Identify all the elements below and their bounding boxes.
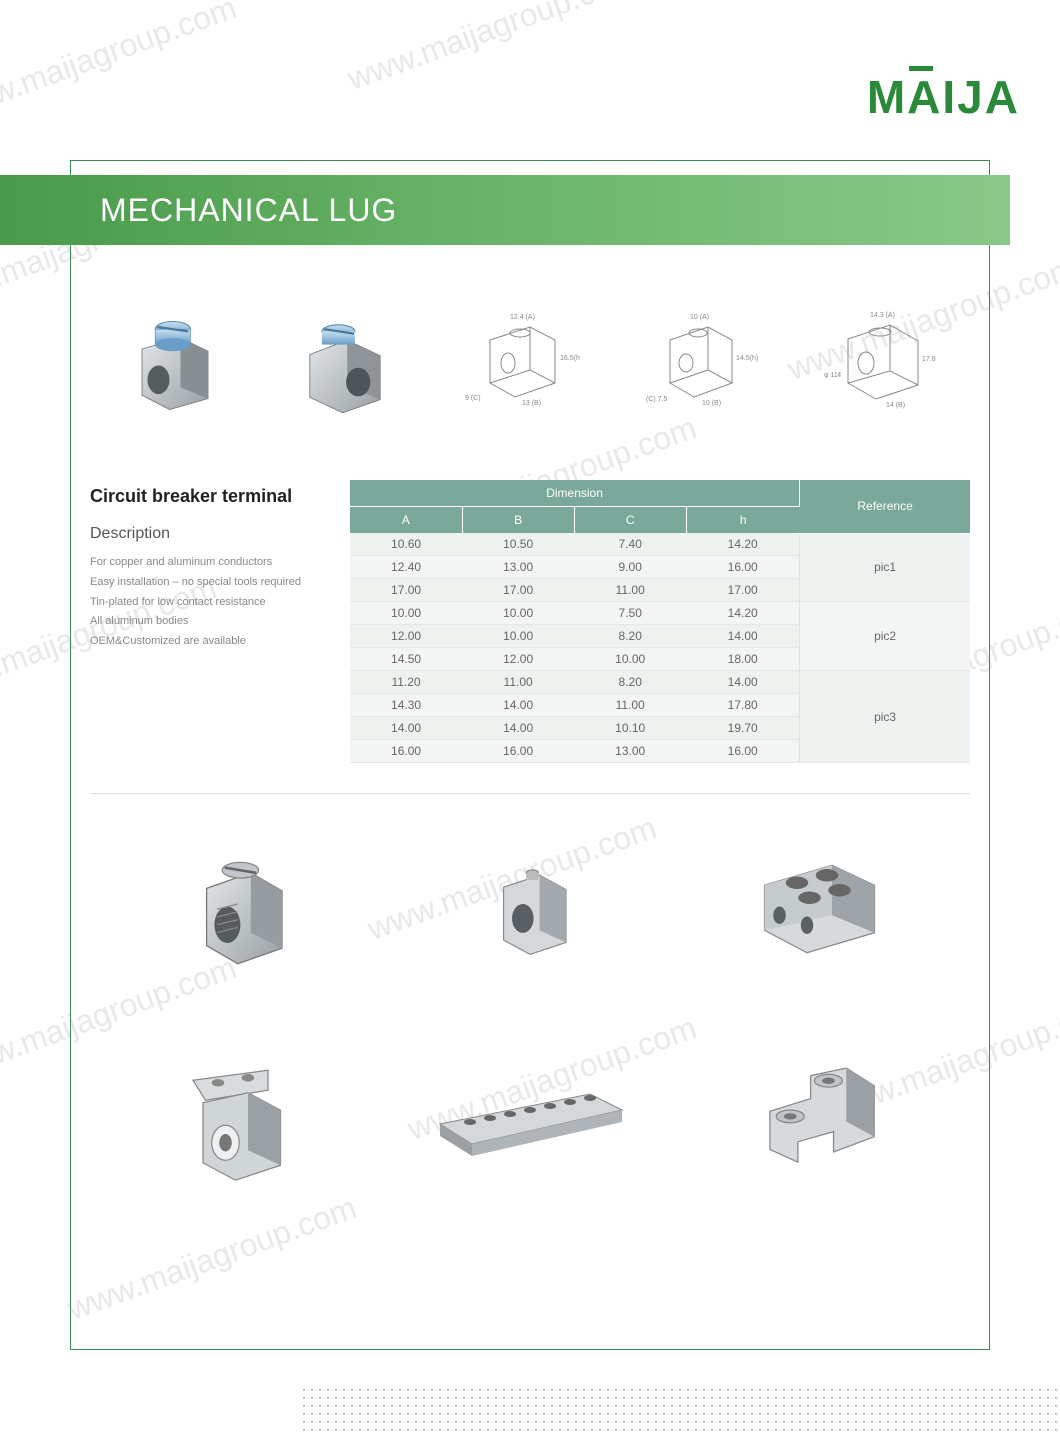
watermark-text: www.maijagroup.com (0, 0, 241, 128)
table-cell: 14.00 (462, 717, 574, 740)
table-cell: 8.20 (574, 625, 686, 648)
mid-section: Circuit breaker terminal Description For… (90, 480, 970, 763)
svg-text:9 (C): 9 (C) (465, 395, 481, 402)
product-lug-strip-multi (407, 1044, 654, 1204)
top-image-row: 12.4 (A) 16.5(h) 13 (B) 9 (C) 10 (A) 14.… (90, 280, 970, 440)
svg-text:10 (B): 10 (B) (702, 400, 721, 407)
table-cell: 17.00 (686, 579, 799, 602)
description-line: OEM&Customized are available (90, 632, 330, 652)
page-title: MECHANICAL LUG (100, 192, 397, 229)
table-cell: 14.00 (686, 625, 799, 648)
watermark-text: www.maijagroup.com (343, 0, 641, 98)
table-header-ref: Reference (800, 480, 970, 533)
description-label: Description (90, 525, 330, 543)
table-cell: 16.00 (350, 740, 462, 763)
table-cell: 14.20 (686, 602, 799, 625)
description-line: All aluminum bodies (90, 612, 330, 632)
table-body: 10.6010.507.4014.20pic112.4013.009.0016.… (350, 533, 970, 763)
table-cell: 18.00 (686, 648, 799, 671)
svg-text:13 (B): 13 (B) (522, 400, 541, 407)
table-cell: 14.00 (350, 717, 462, 740)
table-cell: 19.70 (686, 717, 799, 740)
table-cell: 16.00 (686, 740, 799, 763)
lug-diagram-3: 14.3 (A) 17.8 14 (B) φ 11¢ (820, 305, 940, 415)
table-cell: 10.10 (574, 717, 686, 740)
content-area: 12.4 (A) 16.5(h) 13 (B) 9 (C) 10 (A) 14.… (90, 280, 970, 1204)
product-lug-small-post (407, 824, 654, 984)
brand-logo: MAIJA (867, 70, 1020, 124)
table-cell: 14.50 (350, 648, 462, 671)
description-line: For copper and aluminum conductors (90, 553, 330, 573)
table-ref-cell: pic3 (800, 671, 970, 763)
lug-photo-2 (290, 305, 400, 415)
table-cell: 12.40 (350, 556, 462, 579)
table-cell: 17.00 (350, 579, 462, 602)
table-cell: 14.20 (686, 533, 799, 556)
section-heading: Circuit breaker terminal (90, 486, 330, 507)
table-cell: 14.00 (686, 671, 799, 694)
table-cell: 10.00 (462, 602, 574, 625)
product-lug-block-4hole (693, 824, 940, 984)
table-cell: 7.50 (574, 602, 686, 625)
table-cell: 13.00 (574, 740, 686, 763)
description-column: Circuit breaker terminal Description For… (90, 480, 330, 763)
svg-text:14.3 (A): 14.3 (A) (870, 312, 895, 319)
table-cell: 10.00 (350, 602, 462, 625)
table-cell: 11.00 (462, 671, 574, 694)
product-lug-single-screw (120, 824, 367, 984)
table-cell: 11.00 (574, 579, 686, 602)
svg-text:16.5(h): 16.5(h) (560, 355, 580, 362)
table-cell: 11.20 (350, 671, 462, 694)
svg-text:φ 11¢: φ 11¢ (824, 372, 842, 379)
table-row: 10.0010.007.5014.20pic2 (350, 602, 970, 625)
lug-photo-1 (120, 305, 230, 415)
table-cell: 10.60 (350, 533, 462, 556)
footer-dot-pattern (300, 1386, 1060, 1436)
svg-text:12.4 (A): 12.4 (A) (510, 314, 535, 321)
product-lug-angle-bracket (120, 1044, 367, 1204)
section-divider (90, 793, 970, 794)
table-cell: 10.50 (462, 533, 574, 556)
table-row: 10.6010.507.4014.20pic1 (350, 533, 970, 556)
svg-text:(C) 7.5: (C) 7.5 (646, 396, 668, 403)
table-cell: 12.00 (462, 648, 574, 671)
table-row: 11.2011.008.2014.00pic3 (350, 671, 970, 694)
table-cell: 12.00 (350, 625, 462, 648)
table-cell: 17.00 (462, 579, 574, 602)
table-cell: 10.00 (462, 625, 574, 648)
table-cell: 17.80 (686, 694, 799, 717)
table-cell: 11.00 (574, 694, 686, 717)
table-cell: 14.00 (462, 694, 574, 717)
svg-text:17.8: 17.8 (922, 356, 936, 363)
lug-diagram-2: 10 (A) 14.5(h) 10 (B) (C) 7.5 (640, 305, 760, 415)
table-header-group: Dimension (350, 480, 800, 507)
svg-text:14.5(h): 14.5(h) (736, 355, 758, 362)
table-cell: 8.20 (574, 671, 686, 694)
product-grid (90, 824, 970, 1204)
description-line: Tin-plated for low contact resistance (90, 593, 330, 613)
dimension-table: Dimension Reference A B C h 10.6010.507.… (350, 480, 970, 763)
table-cell: 14.30 (350, 694, 462, 717)
product-lug-dual-step (693, 1044, 940, 1204)
table-ref-cell: pic2 (800, 602, 970, 671)
table-col-b: B (462, 507, 574, 534)
description-line: Easy installation – no special tools req… (90, 573, 330, 593)
table-col-c: C (574, 507, 686, 534)
table-col-h: h (686, 507, 799, 534)
svg-text:10 (A): 10 (A) (690, 314, 709, 321)
table-cell: 16.00 (686, 556, 799, 579)
table-col-a: A (350, 507, 462, 534)
lug-diagram-1: 12.4 (A) 16.5(h) 13 (B) 9 (C) (460, 305, 580, 415)
table-cell: 10.00 (574, 648, 686, 671)
table-ref-cell: pic1 (800, 533, 970, 602)
table-cell: 9.00 (574, 556, 686, 579)
table-cell: 13.00 (462, 556, 574, 579)
svg-text:14 (B): 14 (B) (886, 402, 905, 409)
table-cell: 16.00 (462, 740, 574, 763)
table-cell: 7.40 (574, 533, 686, 556)
dimension-table-wrapper: Dimension Reference A B C h 10.6010.507.… (350, 480, 970, 763)
title-bar: MECHANICAL LUG (0, 175, 1010, 245)
